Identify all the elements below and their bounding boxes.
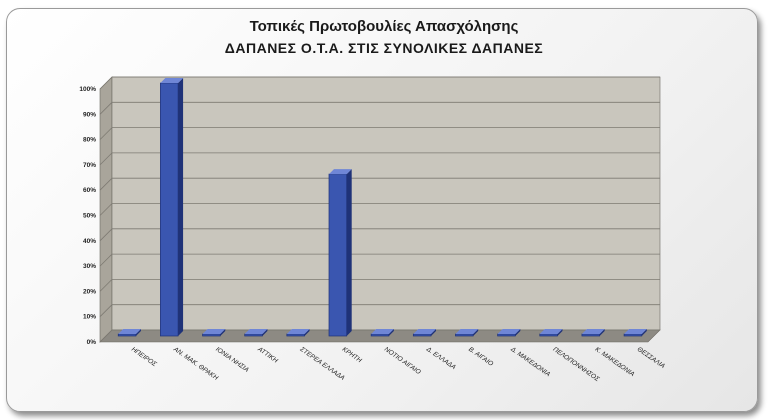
bar-side [557,329,563,336]
x-tick-label: ΑΤΤΙΚΗ [256,345,279,364]
bar-top [497,329,521,334]
chart-title: Τοπικές Πρωτοβουλίες Απασχόλησης [249,18,519,35]
gridline-side [99,76,113,90]
bar-front [539,333,558,337]
bar [328,169,352,337]
bar-top [328,169,352,175]
bar [412,329,437,337]
bar-top [455,329,479,334]
bar-front [202,333,221,337]
bar-front [370,333,390,337]
x-tick-label: Δ. ΕΛΛΑΔΑ [424,345,457,371]
x-tick-label: ΘΕΣΣΑΛΙΑ [636,346,666,370]
gridline-side [99,329,113,343]
y-tick-label: 20% [83,288,96,295]
bar-side [599,329,605,336]
x-tick-label: ΚΡΗΤΗ [341,346,363,365]
bar [244,329,268,337]
y-tick-label: 30% [83,263,96,270]
bar-side [473,329,479,336]
bar-front [455,333,474,337]
bar-top [624,329,647,334]
gridline-side [99,177,113,191]
bar-front [412,333,432,337]
bar [286,329,310,337]
x-tick-label: ΗΠΕΙΡΟΣ [130,346,159,369]
bar [539,329,563,337]
bar-top [581,329,605,334]
chart-subtitle: ΔΑΠΑΝΕΣ Ο.Τ.Α. ΣΤΙΣ ΣΥΝΟΛΙΚΕΣ ΔΑΠΑΝΕΣ [224,40,544,56]
x-tick-label: Δ. ΜΑΚΕΔΟΝΙΑ [508,345,551,378]
y-tick-label: 70% [83,162,96,169]
bar-side [135,329,141,336]
gridline-side [99,152,113,166]
gridline-side [99,228,113,242]
bar-side [178,78,184,336]
bar-front [117,333,137,337]
x-tick-label: ΙΟΝΙΑ ΝΗΣΙΑ [214,346,250,374]
bar-side [262,329,268,336]
x-tick-label: Β. ΑΙΓΑΙΟ [467,346,494,368]
bar-side [220,329,226,336]
bar-front [244,333,263,337]
bar-top [160,78,184,83]
y-tick-label: 40% [83,238,96,245]
bar-side [641,329,647,336]
x-tick-label: ΝΟΤΙΟ ΑΙΓΑΙΟ [383,346,422,376]
y-tick-label: 80% [83,137,96,144]
bar-front [623,333,643,337]
bar [497,329,521,337]
y-tick-label: 50% [83,213,96,220]
y-tick-label: 10% [83,314,96,321]
bar-side [388,329,394,336]
gridline-side [99,203,113,216]
bar-front [328,173,348,337]
bar-front [160,82,179,337]
bar-top [286,329,310,334]
bar-top [539,329,563,334]
bar [581,329,605,337]
gridline-side [99,253,113,267]
bar-side [431,329,437,336]
x-tick-label: ΑΝ. ΜΑΚ. ΘΡΑΚΗ [171,345,219,382]
bar-top [118,329,141,334]
bar-top [244,329,268,334]
bar-top [413,329,437,334]
bar-top [202,329,226,334]
gridline-side [99,279,113,292]
bar [202,329,226,337]
y-tick-label: 100% [79,86,96,93]
bar [160,78,184,337]
y-tick-label: 90% [83,111,96,118]
bar [455,329,479,337]
bar [117,329,141,337]
bar-front [497,333,516,337]
x-tick-label: ΣΤΕΡΕΑ ΕΛΛΑΔΑ [298,345,346,382]
bar-front [286,333,305,337]
bar [370,329,394,337]
gridline-side [99,304,113,317]
y-tick-label: 0% [87,339,97,346]
bar [623,329,647,337]
bar-front [581,333,600,337]
gridline-side [99,127,113,140]
x-tick-label: Κ. ΜΑΚΕΔΟΝΙΑ [594,346,636,378]
gridline-side [99,102,113,115]
bar-top [371,329,394,334]
bar-side [304,329,310,336]
bar-side [515,329,521,336]
y-tick-label: 60% [83,187,96,194]
bar-side [346,169,352,336]
